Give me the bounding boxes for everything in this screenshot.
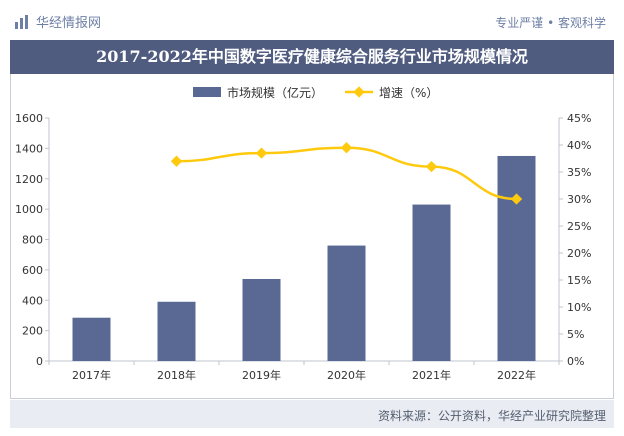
x-tick-label: 2020年	[327, 368, 366, 382]
brand: 华经情报网	[14, 12, 101, 31]
tagline: 专业严谨 • 客观科学	[495, 16, 606, 30]
bar	[242, 278, 281, 361]
footer-band	[10, 400, 614, 428]
y-right-tick-label: 40%	[567, 139, 591, 152]
x-tick-label: 2021年	[412, 368, 451, 382]
x-tick-label: 2017年	[72, 368, 111, 382]
y-left-tick-label: 1600	[15, 112, 43, 125]
y-right-tick-label: 25%	[567, 220, 591, 233]
x-tick-label: 2018年	[157, 368, 196, 382]
y-right-tick-label: 0%	[567, 355, 584, 368]
y-left-tick-label: 800	[22, 234, 43, 247]
y-left-tick-label: 400	[22, 294, 43, 307]
chart: 市场规模（亿元） 增速（%） 0 200 400 600 800 1000 1200 1400 1…	[15, 85, 591, 382]
legend-line-marker	[353, 86, 365, 98]
top-bar: 华经情报网 专业严谨 • 客观科学	[0, 0, 624, 40]
y-left-tick-label: 1000	[15, 203, 43, 216]
y-right-tick-label: 35%	[567, 166, 591, 179]
growth-point	[340, 142, 353, 154]
growth-point	[425, 160, 438, 173]
y-right-tick-label: 15%	[567, 274, 591, 287]
bar	[72, 317, 111, 361]
y-left-tick-label: 1400	[15, 142, 43, 155]
legend: 市场规模（亿元） 增速（%）	[193, 85, 438, 100]
growth-line-path	[176, 146, 517, 201]
growth-point	[255, 147, 268, 159]
axes: 0 200 400 600 800 1000 1200 1400 1600 0% 5% 10% 15% 2…	[15, 112, 591, 382]
chart-logo-icon	[15, 14, 28, 29]
x-tick-label: 2019年	[242, 368, 281, 382]
brand-name: 华经情报网	[36, 16, 102, 31]
chart-frame: 市场规模（亿元） 增速（%） 0 200 400 600 800 1000 1200 1400 1…	[10, 74, 614, 399]
y-right-tick-label: 30%	[567, 193, 591, 206]
y-left-tick-label: 1200	[15, 173, 43, 186]
bar	[412, 204, 451, 361]
source-note: 资料来源：公开资料，华经产业研究院整理	[377, 409, 606, 423]
legend-bar-label: 市场规模（亿元）	[227, 85, 323, 100]
legend-bar-swatch	[193, 87, 221, 97]
growth-point	[170, 155, 183, 167]
y-right-tick-label: 45%	[567, 112, 591, 125]
y-right-tick-label: 5%	[567, 328, 584, 341]
y-right-tick-label: 10%	[567, 301, 591, 314]
y-right-tick-label: 20%	[567, 247, 591, 260]
y-left-tick-label: 600	[22, 264, 43, 277]
bar	[157, 301, 196, 361]
bar	[497, 155, 536, 361]
growth-line	[170, 142, 523, 205]
bars	[72, 155, 536, 361]
bar	[327, 245, 366, 361]
y-left-tick-label: 0	[36, 355, 43, 368]
chart-title: 2017-2022年中国数字医疗健康综合服务行业市场规模情况	[10, 40, 614, 74]
legend-line-label: 增速（%）	[379, 86, 438, 100]
y-left-tick-label: 200	[22, 325, 43, 338]
x-tick-label: 2022年	[497, 368, 536, 382]
